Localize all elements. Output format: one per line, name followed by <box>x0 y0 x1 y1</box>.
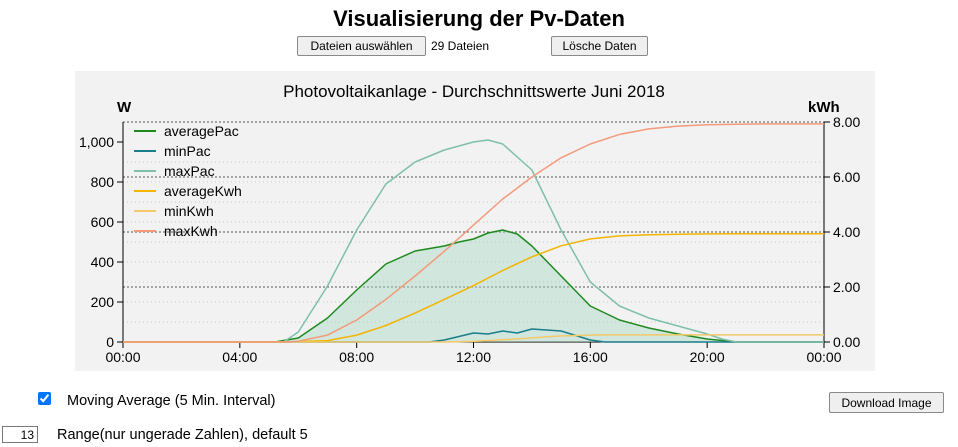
y-left-tick-label: 1,000 <box>79 134 114 150</box>
y-left-unit-label: W <box>117 99 132 116</box>
x-tick-label: 04:00 <box>222 349 257 365</box>
y-left-tick-label: 600 <box>91 214 115 230</box>
y-right-tick-label: 2.00 <box>833 279 860 295</box>
chart-title: Photovoltaikanlage - Durchschnittswerte … <box>283 82 665 101</box>
series-line-maxPac <box>123 139 824 343</box>
x-tick-label: 16:00 <box>573 349 608 365</box>
series-line-minKwh <box>123 334 824 343</box>
y-left-tick-label: 200 <box>91 294 115 310</box>
legend-label-minKwh: minKwh <box>164 203 214 219</box>
y-left-tick-label: 800 <box>91 174 115 190</box>
files-count-label: 29 Dateien <box>431 39 490 53</box>
x-tick-label: 00:00 <box>806 349 841 365</box>
delete-data-button[interactable]: Lösche Daten <box>551 36 648 56</box>
legend-label-averagePac: averagePac <box>164 123 239 139</box>
x-tick-label: 08:00 <box>339 349 374 365</box>
moving-average-row <box>38 392 51 405</box>
y-right-tick-label: 6.00 <box>833 169 860 185</box>
series-line-maxKwh <box>123 123 824 343</box>
x-tick-label: 00:00 <box>105 349 140 365</box>
y-right-unit-label: kWh <box>808 99 840 116</box>
series-line-minPac <box>123 328 824 343</box>
y-left-tick-label: 400 <box>91 254 115 270</box>
legend-label-minPac: minPac <box>164 143 211 159</box>
legend-label-maxPac: maxPac <box>164 163 215 179</box>
legend-label-maxKwh: maxKwh <box>164 223 218 239</box>
download-image-button[interactable]: Download Image <box>829 392 944 413</box>
y-right-tick-label: 8.00 <box>833 114 860 130</box>
legend-label-averageKwh: averageKwh <box>164 183 242 199</box>
x-tick-label: 20:00 <box>690 349 725 365</box>
moving-average-label: Moving Average (5 Min. Interval) <box>67 393 276 409</box>
select-files-button[interactable]: Dateien auswählen <box>297 36 426 56</box>
page-title: Visualisierung der Pv-Daten <box>333 6 625 31</box>
series-line-averagePac <box>123 229 824 343</box>
range-input[interactable] <box>2 426 38 443</box>
x-tick-label: 12:00 <box>456 349 491 365</box>
range-label: Range(nur ungerade Zahlen), default 5 <box>57 427 308 443</box>
chart-background <box>75 71 875 371</box>
y-left-tick-label: 0 <box>106 334 114 350</box>
series-line-averageKwh <box>123 232 824 343</box>
y-right-tick-label: 0.00 <box>833 334 860 350</box>
moving-average-checkbox[interactable] <box>38 392 51 405</box>
y-right-tick-label: 4.00 <box>833 224 860 240</box>
